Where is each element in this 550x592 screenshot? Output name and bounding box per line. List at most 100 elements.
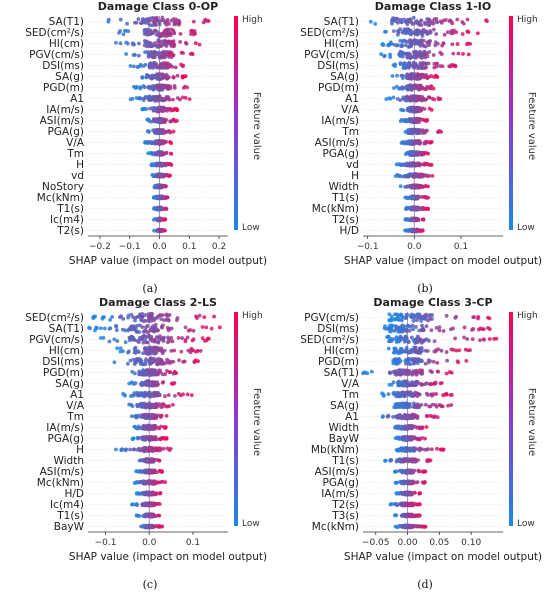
shap-point [421, 218, 425, 222]
x-axis-label: SHAP value (impact on model output) [69, 551, 267, 563]
feature-dots [403, 194, 430, 200]
shap-point [154, 404, 158, 408]
shap-point [412, 313, 416, 317]
shap-point [118, 29, 122, 33]
shap-point [169, 336, 173, 340]
shap-point [405, 196, 409, 200]
feature-dots [115, 345, 202, 355]
shap-point [393, 370, 397, 374]
shap-point [464, 359, 468, 363]
feature-dots [384, 94, 442, 103]
shap-point [144, 381, 148, 385]
shap-point [189, 52, 193, 56]
shap-point [122, 32, 126, 36]
shap-point [114, 448, 118, 452]
shap-point [110, 315, 114, 319]
shap-point [464, 348, 468, 352]
shap-point [171, 41, 175, 45]
shap-point [415, 53, 419, 57]
shap-point [137, 97, 141, 101]
shap-point [165, 436, 169, 440]
shap-point [410, 39, 414, 43]
shap-point [137, 358, 141, 362]
shap-point [173, 84, 177, 88]
shap-point [176, 74, 180, 78]
shap-point [413, 359, 417, 363]
shap-point [160, 469, 164, 473]
shap-point [181, 392, 185, 396]
shap-point [419, 87, 423, 91]
shap-point [130, 328, 134, 332]
shap-point [171, 75, 175, 79]
x-tick-label: 0.1 [186, 538, 200, 548]
shap-point [139, 469, 143, 473]
shap-point [392, 29, 396, 33]
shap-point [398, 330, 402, 334]
shap-point [471, 337, 475, 341]
shap-summary-plot: Damage Class 1-IOSA(T1)SED(cm²/s)HI(cm)P… [275, 0, 550, 296]
feature-dots [130, 413, 169, 421]
shap-point [144, 76, 148, 80]
colorbar-high-label: High [517, 15, 538, 25]
shap-point [193, 360, 197, 364]
shap-point [149, 335, 153, 339]
shap-point [423, 66, 427, 70]
shap-point [138, 87, 142, 91]
shap-point [171, 98, 175, 102]
shap-point [419, 31, 423, 35]
shap-point [163, 218, 167, 222]
shap-point [152, 21, 156, 25]
shap-point [101, 317, 105, 321]
shap-point [106, 20, 110, 24]
shap-point [415, 228, 419, 232]
shap-point [419, 63, 423, 67]
shap-point [124, 448, 128, 452]
shap-point [149, 61, 153, 65]
shap-point [410, 129, 414, 133]
shap-point [456, 361, 460, 365]
shap-point [413, 172, 417, 176]
shap-point [201, 336, 205, 340]
shap-point [150, 16, 154, 20]
shap-point [198, 43, 202, 47]
shap-point [196, 359, 200, 363]
shap-point [453, 337, 457, 341]
shap-point [129, 97, 133, 101]
shap-point [142, 446, 146, 450]
shap-point [413, 184, 417, 188]
shap-point [428, 39, 432, 43]
shap-point [92, 315, 96, 319]
shap-point [388, 370, 392, 374]
shap-point [407, 369, 411, 373]
shap-point [413, 141, 417, 145]
shap-point [431, 174, 435, 178]
shap-point [421, 106, 425, 110]
shap-point [446, 30, 450, 34]
feature-dots [404, 150, 430, 157]
shap-point [399, 62, 403, 66]
shap-point [146, 118, 150, 122]
shap-point [143, 481, 147, 485]
panel-caption: (a) [142, 282, 157, 295]
shap-point [167, 319, 171, 323]
feature-dots [399, 183, 430, 189]
shap-point [165, 314, 169, 318]
shap-point [440, 349, 444, 353]
shap-point [373, 22, 377, 26]
shap-point [427, 358, 431, 362]
shap-point [204, 326, 208, 330]
shap-point [155, 480, 159, 484]
shap-point [140, 76, 144, 80]
feature-dots [133, 479, 167, 486]
shap-point [126, 42, 130, 46]
shap-point [169, 120, 173, 124]
shap-point [144, 357, 148, 361]
shap-point [147, 512, 151, 516]
shap-point [432, 382, 436, 386]
shap-point [142, 330, 146, 334]
shap-point [138, 480, 142, 484]
shap-point [162, 447, 166, 451]
shap-point [421, 328, 425, 332]
